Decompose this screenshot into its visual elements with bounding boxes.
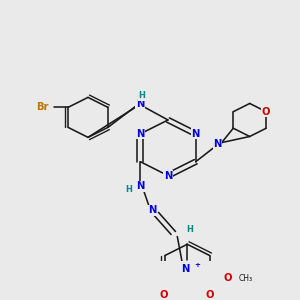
Text: N: N — [214, 139, 222, 149]
Text: O: O — [224, 273, 232, 283]
Text: H: H — [186, 225, 193, 234]
Text: −: − — [172, 299, 178, 300]
Text: N: N — [136, 181, 145, 191]
Text: +: + — [194, 262, 200, 268]
Text: N: N — [136, 129, 145, 139]
Text: N: N — [181, 264, 190, 274]
Text: H: H — [125, 185, 132, 194]
Text: N: N — [164, 171, 172, 181]
Text: N: N — [148, 206, 157, 215]
Text: H: H — [139, 91, 145, 100]
Text: N: N — [136, 99, 144, 109]
Text: N: N — [191, 129, 200, 139]
Text: CH₃: CH₃ — [239, 274, 253, 283]
Text: O: O — [205, 290, 214, 300]
Text: Br: Br — [36, 102, 48, 112]
Text: O: O — [262, 107, 270, 117]
Text: O: O — [159, 290, 167, 300]
